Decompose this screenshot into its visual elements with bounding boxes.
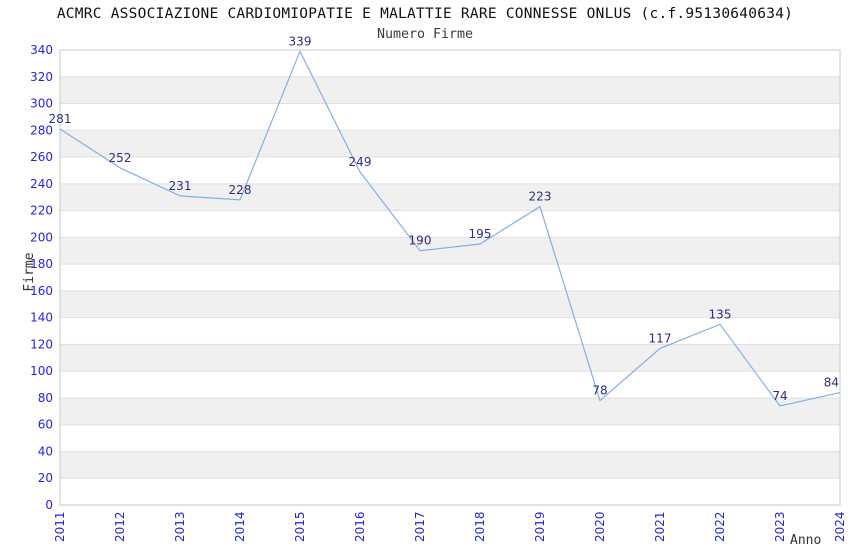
y-tick-label: 80 (38, 391, 53, 405)
x-tick-label: 2014 (233, 511, 247, 542)
y-tick-label: 100 (30, 364, 53, 378)
y-tick-label: 300 (30, 97, 53, 111)
chart-title: ACMRC ASSOCIAZIONE CARDIOMIOPATIE E MALA… (56, 6, 794, 22)
data-point-label: 231 (169, 179, 192, 193)
plot-border (59, 49, 841, 506)
x-tick-label: 2012 (113, 511, 127, 542)
x-tick-label: 2018 (473, 511, 487, 542)
plot-band (60, 451, 840, 479)
data-point-label: 117 (649, 331, 672, 345)
data-point-label: 195 (469, 227, 492, 241)
data-point-label: 84 (824, 376, 839, 390)
y-tick-label: 320 (30, 70, 53, 84)
data-point-label: 135 (709, 307, 732, 321)
y-tick-label: 0 (45, 498, 53, 512)
plot-band (60, 210, 840, 238)
y-tick-label: 220 (30, 204, 53, 218)
x-tick-label: 2023 (773, 511, 787, 542)
x-tick-label: 2024 (833, 511, 847, 542)
plot-band (60, 103, 840, 131)
x-tick-label: 2016 (353, 511, 367, 542)
y-tick-label: 240 (30, 177, 53, 191)
y-tick-label: 60 (38, 418, 53, 432)
data-point-label: 228 (229, 183, 252, 197)
data-point-label: 281 (49, 112, 72, 126)
plot-band (60, 76, 840, 104)
x-tick-label: 2011 (53, 511, 67, 542)
y-axis-title: Firme (22, 252, 37, 291)
plot-band (60, 237, 840, 265)
data-point-label: 339 (289, 34, 312, 48)
chart-subtitle: Numero Firme (376, 27, 474, 42)
plot-band (60, 397, 840, 425)
y-tick-label: 120 (30, 337, 53, 351)
y-tick-label: 280 (30, 123, 53, 137)
plot-band (60, 371, 840, 398)
plot-band (60, 183, 840, 211)
x-axis-title: Anno (790, 533, 821, 548)
plot-band (60, 264, 840, 291)
data-point-label: 190 (409, 234, 432, 248)
plot-band (60, 317, 840, 345)
plot-band (60, 290, 840, 318)
y-tick-label: 200 (30, 230, 53, 244)
plot-band (60, 130, 840, 158)
y-tick-label: 260 (30, 150, 53, 164)
plot-band (60, 157, 840, 184)
plot-band (60, 478, 840, 505)
y-tick-label: 160 (30, 284, 53, 298)
series-line (59, 49, 841, 407)
y-tick-label: 20 (38, 471, 53, 485)
data-point-label: 78 (592, 384, 607, 398)
x-tick-label: 2020 (593, 511, 607, 542)
x-tick-label: 2021 (653, 511, 667, 542)
plot-band (60, 344, 840, 372)
y-tick-label: 40 (38, 444, 53, 458)
y-tick-label: 340 (30, 43, 53, 57)
x-tick-label: 2022 (713, 511, 727, 542)
data-point-label: 252 (109, 151, 132, 165)
x-tick-label: 2015 (293, 511, 307, 542)
plot-band (60, 50, 840, 77)
y-tick-label: 140 (30, 311, 53, 325)
data-point-label: 223 (529, 190, 552, 204)
plot-band (60, 424, 840, 452)
data-point-label: 249 (349, 155, 372, 169)
x-tick-label: 2019 (533, 511, 547, 542)
x-tick-label: 2017 (413, 511, 427, 542)
x-tick-label: 2013 (173, 511, 187, 542)
y-tick-label: 180 (30, 257, 53, 271)
data-point-label: 74 (772, 389, 787, 403)
